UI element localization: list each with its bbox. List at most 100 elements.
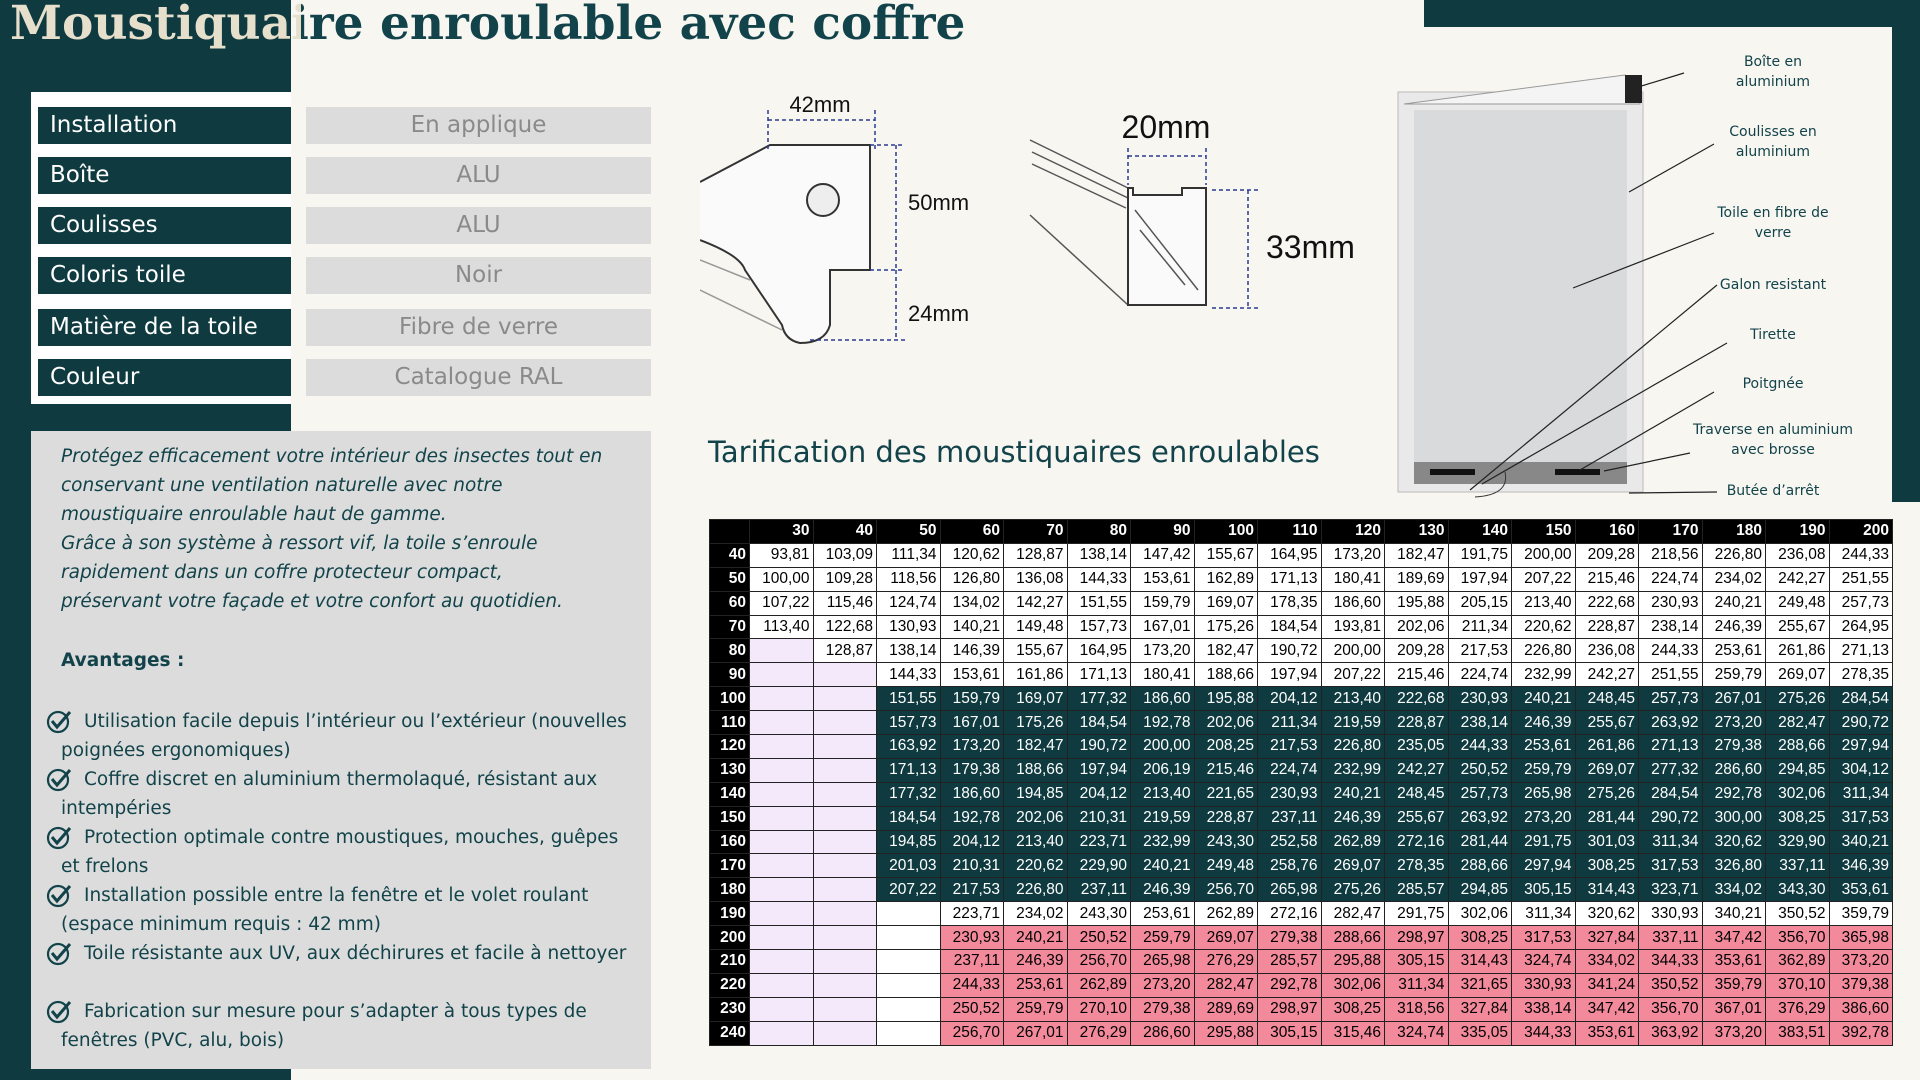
price-cell: 259,79 — [1003, 996, 1068, 1022]
price-cell: 294,85 — [1765, 757, 1830, 783]
price-cell: 275,26 — [1574, 781, 1639, 807]
price-cell: 311,34 — [1384, 972, 1449, 998]
column-header: 50 — [876, 519, 941, 544]
price-cell: 250,52 — [939, 996, 1004, 1022]
column-header: 170 — [1638, 519, 1703, 544]
price-cell: 326,80 — [1701, 853, 1766, 879]
row-header: 170 — [709, 853, 750, 879]
callout-label: Poitgnée — [1742, 376, 1804, 392]
column-header: 90 — [1130, 519, 1195, 544]
price-cell: 215,46 — [1574, 566, 1639, 592]
price-cell: 290,72 — [1828, 710, 1893, 736]
box-dimensions — [767, 110, 905, 341]
price-cell: 359,79 — [1701, 972, 1766, 998]
price-cell: 179,38 — [939, 757, 1004, 783]
price-cell: 373,20 — [1701, 1020, 1766, 1046]
price-cell: 235,05 — [1384, 734, 1449, 759]
price-cell: 290,72 — [1638, 805, 1703, 831]
price-cell: 211,34 — [1257, 710, 1322, 736]
price-cell: 244,33 — [1828, 542, 1893, 568]
price-cell: 301,03 — [1574, 829, 1639, 855]
check-mark — [50, 769, 72, 788]
price-cell: 288,66 — [1765, 734, 1830, 759]
price-cell: 308,25 — [1574, 853, 1639, 879]
price-cell: 291,75 — [1511, 829, 1576, 855]
column-header: 190 — [1765, 519, 1830, 544]
price-cell: 314,43 — [1574, 877, 1639, 903]
price-cell: 244,33 — [1447, 734, 1512, 759]
price-cell: 246,39 — [1701, 614, 1766, 640]
spec-label: Installation — [38, 107, 291, 144]
price-cell: 353,61 — [1701, 949, 1766, 974]
price-cell: 126,80 — [939, 566, 1004, 592]
price-cell: 317,53 — [1511, 925, 1576, 951]
price-cell: 297,94 — [1511, 853, 1576, 879]
price-cell: 337,11 — [1638, 925, 1703, 951]
price-cell: 246,39 — [1130, 877, 1195, 903]
price-cell: 232,99 — [1511, 662, 1576, 688]
price-cell: 317,53 — [1638, 853, 1703, 879]
price-cell: 246,39 — [1511, 710, 1576, 736]
advantage: Coffre discret en aluminium thermolaqué,… — [61, 769, 598, 819]
spec-value: En applique — [306, 107, 651, 144]
price-cell: 217,53 — [1447, 638, 1512, 664]
price-cell: 359,79 — [1828, 901, 1893, 927]
price-cell: 140,21 — [939, 614, 1004, 640]
price-cell: 177,32 — [1066, 686, 1131, 712]
price-cell: 265,98 — [1130, 949, 1195, 974]
empty-cell — [812, 781, 877, 807]
price-cell: 249,48 — [1765, 590, 1830, 616]
price-cell: 338,14 — [1511, 996, 1576, 1022]
price-cell: 262,89 — [1066, 972, 1131, 998]
price-cell: 161,86 — [1003, 662, 1068, 688]
price-cell: 202,06 — [1384, 614, 1449, 640]
price-cell: 327,84 — [1447, 996, 1512, 1022]
price-cell: 276,29 — [1193, 949, 1258, 974]
price-cell: 324,74 — [1384, 1020, 1449, 1046]
price-cell: 220,62 — [1003, 853, 1068, 879]
check-circle — [46, 884, 70, 908]
column-header: 120 — [1320, 519, 1385, 544]
price-cell: 302,06 — [1765, 781, 1830, 807]
empty-cell — [749, 662, 814, 688]
column-header: 30 — [749, 519, 814, 544]
price-cell: 284,54 — [1828, 686, 1893, 712]
header-row: 30 40 50 60 70 80 90 100 110 120 130 140 150 160 170 18… — [709, 519, 1893, 544]
row-header: 120 — [709, 734, 750, 759]
check-mark — [50, 827, 72, 846]
price-cell: 282,47 — [1193, 972, 1258, 998]
box-shadow — [700, 259, 783, 331]
price-cell: 230,93 — [939, 925, 1004, 951]
price-cell: 279,38 — [1130, 996, 1195, 1022]
price-cell: 324,74 — [1511, 949, 1576, 974]
price-cell: 273,20 — [1701, 710, 1766, 736]
price-cell: 265,98 — [1511, 781, 1576, 807]
price-cell: 232,99 — [1130, 829, 1195, 855]
empty-cell — [749, 901, 814, 927]
price-cell: 236,08 — [1765, 542, 1830, 568]
price-cell: 265,98 — [1257, 877, 1322, 903]
empty-cell — [812, 686, 877, 712]
dimension-label: 24mm — [908, 301, 969, 326]
column-header: 70 — [1003, 519, 1068, 544]
price-cell: 188,66 — [1193, 662, 1258, 688]
pull-cord — [1474, 471, 1507, 498]
dimension-label: 20mm — [1122, 109, 1211, 145]
price-cell: 248,45 — [1574, 686, 1639, 712]
price-cell: 253,61 — [1701, 638, 1766, 664]
callout-label: Toile en fibre de verre — [1717, 205, 1829, 241]
callout-label: Galon resistant — [1719, 277, 1827, 293]
price-cell: 197,94 — [1257, 662, 1322, 688]
price-cell: 347,42 — [1574, 996, 1639, 1022]
check-mark — [50, 943, 72, 962]
price-cell: 353,61 — [1574, 1020, 1639, 1046]
column-header: 110 — [1257, 519, 1322, 544]
row-header: 40 — [709, 542, 750, 568]
price-cell: 337,11 — [1765, 853, 1830, 879]
price-cell: 246,39 — [1003, 949, 1068, 974]
check-icon — [46, 826, 72, 850]
price-cell: 200,00 — [1130, 734, 1195, 759]
table-row: 110 157,73 167,01 175,26 184,54 192,78 202,06 2… — [709, 710, 1893, 736]
spec-value: Noir — [306, 257, 651, 294]
empty-cell — [812, 996, 877, 1022]
